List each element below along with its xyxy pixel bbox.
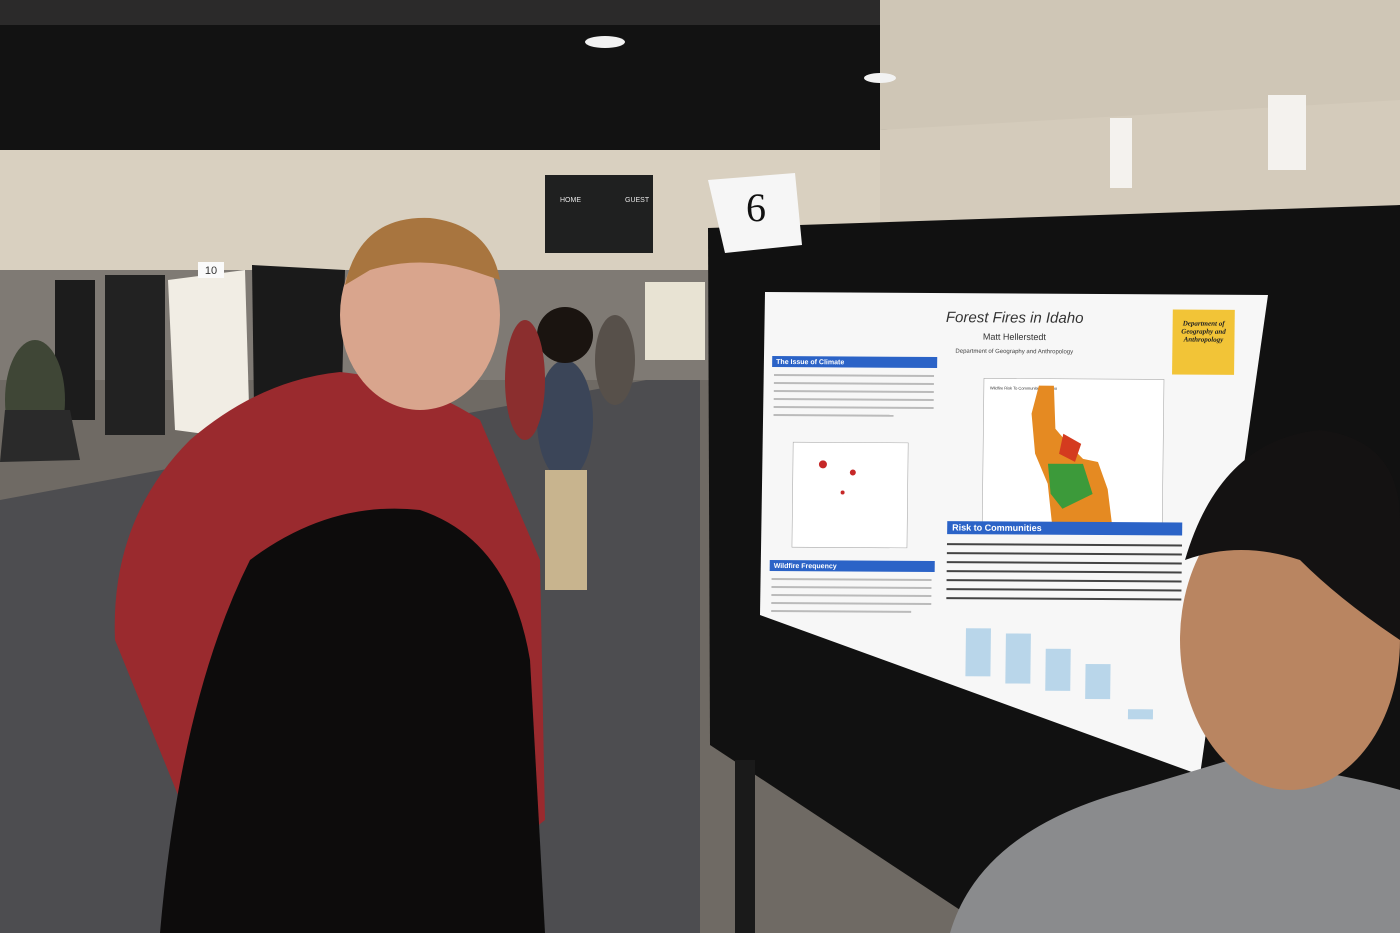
- person-hair: [345, 217, 500, 285]
- section-title: Wildfire Frequency: [774, 563, 837, 570]
- scoreboard-label: GUEST: [625, 197, 650, 204]
- graphic-bar: [1045, 648, 1071, 691]
- person-skirt: [0, 410, 80, 462]
- poster-title: Forest Fires in Idaho: [946, 309, 1084, 327]
- ceiling-light: [864, 73, 896, 83]
- body-text: [946, 543, 1182, 601]
- scoreboard-label: HOME: [560, 197, 581, 204]
- number-card: [708, 173, 802, 253]
- person-head: [537, 307, 593, 363]
- section-header: [947, 521, 1183, 536]
- graphic-bar: [1005, 633, 1031, 684]
- text-line: [946, 570, 1182, 574]
- body-text: [771, 578, 932, 613]
- section-title: The Issue of Climate: [776, 359, 844, 366]
- text-line: [771, 602, 932, 606]
- department-box: [1172, 309, 1235, 375]
- text-line: [771, 586, 932, 590]
- map-mark: [849, 469, 856, 476]
- text-line: [946, 579, 1182, 583]
- person-head: [340, 220, 500, 410]
- window: [1268, 95, 1306, 170]
- booth: [105, 275, 165, 435]
- window: [1110, 118, 1132, 188]
- person-legs: [545, 470, 587, 590]
- person: [505, 320, 545, 440]
- text-line: [946, 597, 1182, 601]
- person-hair-foreground: [160, 508, 545, 933]
- idaho-map-region: [1047, 463, 1093, 509]
- text-line: [773, 382, 934, 386]
- booth-number: 10: [205, 265, 217, 277]
- text-line: [773, 390, 934, 394]
- text-line: [771, 594, 932, 598]
- body-text: [773, 374, 935, 417]
- text-line: [773, 398, 934, 402]
- graphic-bar: [1085, 663, 1111, 700]
- poster-content: Forest Fires in Idaho Matt Hellerstedt D…: [769, 309, 1235, 720]
- text-line: [773, 406, 934, 410]
- graphic-bar: [965, 628, 991, 677]
- text-line: [773, 374, 935, 378]
- poster-board: [645, 282, 705, 360]
- text-line: [771, 610, 912, 613]
- upper-wall: [0, 25, 880, 150]
- graphic-bar: [1127, 709, 1154, 720]
- person: [537, 360, 593, 480]
- section-header: [772, 356, 938, 369]
- ceiling-light: [585, 36, 625, 48]
- card-number: 6: [746, 185, 766, 230]
- text-line: [771, 578, 932, 582]
- map-mark: [818, 460, 827, 469]
- poster-author: Matt Hellerstedt: [983, 332, 1047, 342]
- section-title: Risk to Communities: [952, 523, 1042, 534]
- person: [595, 315, 635, 405]
- number-card: [198, 262, 224, 278]
- text-line: [946, 552, 1182, 556]
- idaho-map-region: [1059, 433, 1082, 462]
- map: [791, 441, 909, 549]
- section-header: [769, 560, 935, 573]
- map-mark: [840, 490, 845, 495]
- text-line: [946, 561, 1182, 565]
- poster-board: [168, 270, 250, 440]
- department-box-text: Department of Geography and Anthropology: [1181, 319, 1226, 344]
- department-box-text-wrap: Department of Geography and Anthropology: [1181, 319, 1226, 344]
- person-suit: [950, 760, 1400, 933]
- text-line: [773, 414, 894, 417]
- bar-graphic: [965, 628, 1154, 720]
- map-title: Wildfire Risk To Communities in Idaho: [990, 385, 1058, 390]
- text-line: [946, 588, 1182, 592]
- poster-department: Department of Geography and Anthropology: [955, 349, 1073, 356]
- person-hair: [1185, 430, 1400, 640]
- scoreboard: [545, 175, 653, 253]
- text-line: [946, 543, 1182, 547]
- board-leg: [735, 760, 755, 933]
